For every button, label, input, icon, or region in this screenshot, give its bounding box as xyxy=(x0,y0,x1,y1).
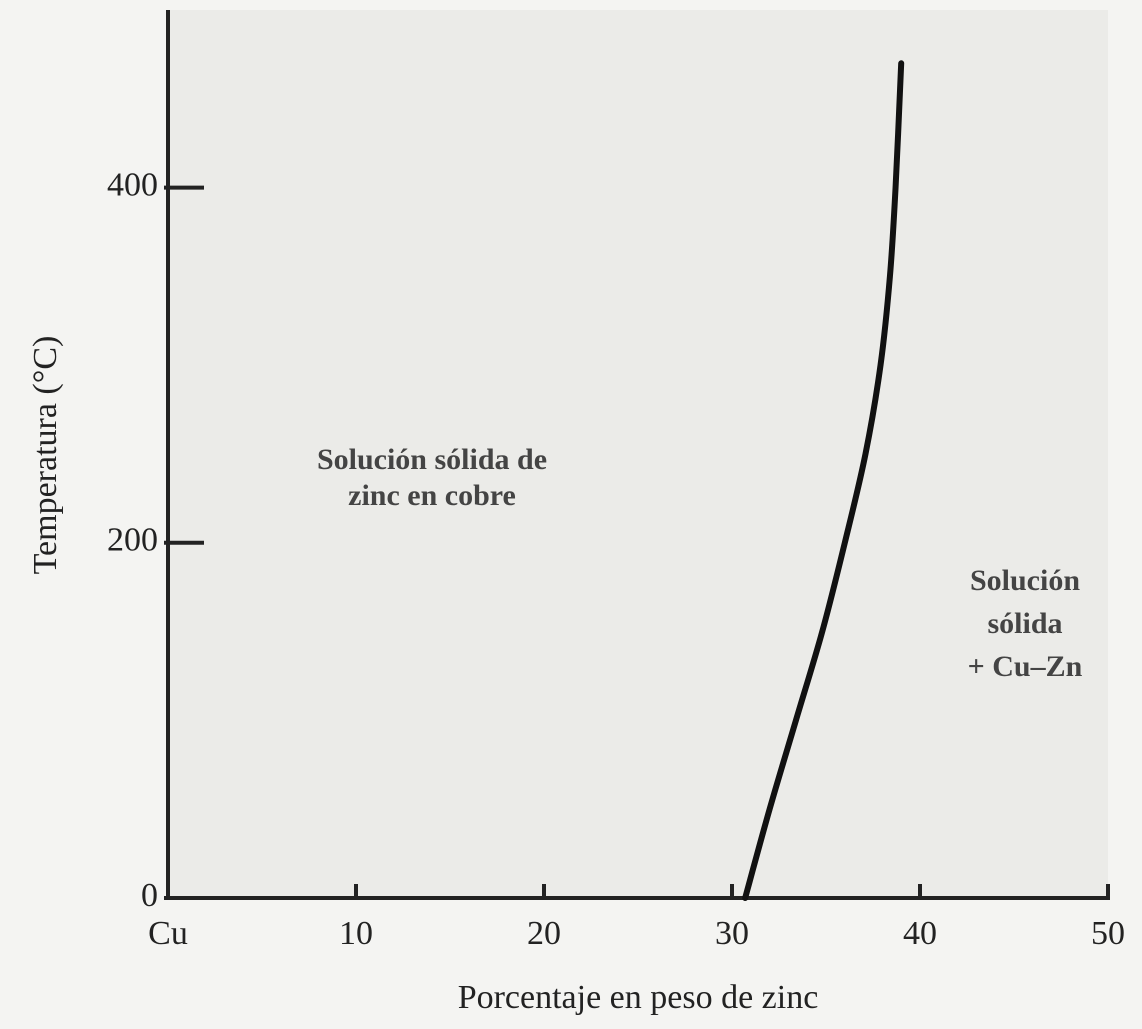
x-axis-title: Porcentaje en peso de zinc xyxy=(458,979,819,1016)
region-label: + Cu–Zn xyxy=(968,650,1083,683)
x-tick-label: 10 xyxy=(339,915,373,952)
y-tick-label: 0 xyxy=(141,877,158,914)
x-tick-label: 20 xyxy=(527,915,561,952)
x-tick-label: 50 xyxy=(1091,915,1125,952)
plot-area xyxy=(168,10,1108,898)
y-axis-title: Temperatura (°C) xyxy=(27,336,64,575)
region-label: sólida xyxy=(987,607,1062,640)
y-tick-label: 400 xyxy=(107,166,158,203)
x-tick-label: Cu xyxy=(148,915,188,952)
region-label: Solución xyxy=(970,564,1080,597)
chart: Porcentaje en peso de zinc Temperatura (… xyxy=(0,0,1142,1029)
region-label: zinc en cobre xyxy=(348,479,516,512)
x-tick-label: 40 xyxy=(903,915,937,952)
region-label: Solución sólida de xyxy=(317,443,547,476)
page: {"chart_data": {"type": "line", "xlabel"… xyxy=(0,0,1142,1029)
x-tick-label: 30 xyxy=(715,915,749,952)
y-tick-label: 200 xyxy=(107,522,158,559)
